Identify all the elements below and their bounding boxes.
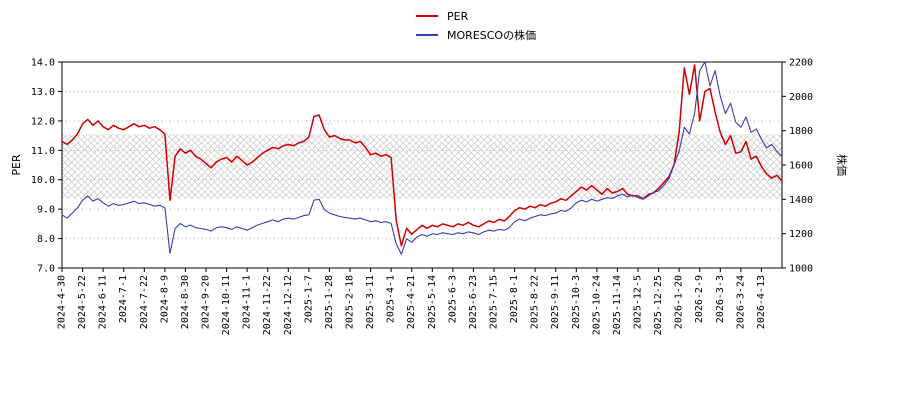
right-axis-tick-label: 2200 (789, 58, 813, 69)
per-line (61, 64, 783, 247)
plot-border (61, 61, 783, 269)
right-axis-tick-label: 1800 (789, 126, 813, 137)
left-axis-tick-label: 8.0 (37, 234, 55, 245)
x-axis-tick-label: 2025-4-1 (386, 275, 397, 323)
legend-item-stock: MORESCOの株価 (416, 28, 536, 42)
x-axis-tick-label: 2026-1-20 (674, 275, 685, 329)
right-axis-tick-label: 1000 (789, 264, 813, 275)
x-axis-tick-label: 2024-7-1 (118, 275, 129, 323)
left-axis-tick-label: 12.0 (31, 116, 55, 127)
x-axis-tick-label: 2025-7-15 (489, 275, 500, 329)
right-axis-tick-label: 1200 (789, 229, 813, 240)
x-axis-tick-label: 2025-11-14 (612, 275, 623, 335)
x-axis-tick-label: 2025-3-11 (365, 275, 376, 329)
x-axis-tick-label: 2025-2-18 (345, 275, 356, 329)
legend-label-per: PER (447, 9, 469, 23)
x-axis-tick-label: 2025-1-28 (324, 275, 335, 329)
x-axis-tick-label: 2026-3-24 (735, 275, 746, 329)
x-axis-tick-label: 2024-9-20 (201, 275, 212, 329)
left-axis-tick-label: 11.0 (31, 146, 55, 157)
x-axis-tick-label: 2025-6-23 (468, 275, 479, 329)
x-axis-tick-label: 2024-8-30 (180, 275, 191, 329)
x-axis-tick-label: 2026-3-3 (715, 275, 726, 323)
x-axis-tick-label: 2024-7-22 (139, 275, 150, 329)
left-axis-tick-label: 13.0 (31, 87, 55, 98)
legend-item-per: PER (416, 9, 536, 23)
x-axis-tick-label: 2025-8-22 (530, 275, 541, 329)
left-axis-tick-label: 10.0 (31, 175, 55, 186)
left-axis-tick-label: 7.0 (37, 264, 55, 275)
x-axis-tick-label: 2024-11-22 (262, 275, 273, 335)
x-axis-tick-label: 2025-5-14 (427, 275, 438, 329)
x-axis-tick-label: 2025-12-5 (633, 275, 644, 329)
right-axis-title: 株価 (835, 154, 849, 176)
x-axis-tick-label: 2024-12-12 (283, 275, 294, 335)
x-axis-tick-label: 2024-8-9 (159, 275, 170, 323)
stock-price-line (61, 61, 783, 255)
x-axis-tick-label: 2024-5-22 (77, 275, 88, 329)
x-axis-tick-label: 2025-6-3 (447, 275, 458, 323)
right-axis-tick-label: 1600 (789, 161, 813, 172)
left-axis-tick-label: 9.0 (37, 205, 55, 216)
x-axis-tick-label: 2024-6-11 (98, 275, 109, 329)
right-axis-tick-label: 1400 (789, 195, 813, 206)
right-axis-tick-label: 2000 (789, 92, 813, 103)
x-axis-tick-label: 2025-10-3 (571, 275, 582, 329)
x-axis-tick-label: 2024-10-11 (221, 275, 232, 335)
x-axis-tick-label: 2025-1-7 (303, 275, 314, 323)
legend-line-per-icon (416, 15, 438, 17)
legend-label-stock: MORESCOの株価 (447, 29, 537, 42)
x-axis-tick-label: 2025-12-25 (653, 275, 664, 335)
chart-legend: PER MORESCOの株価 (416, 9, 536, 42)
x-axis-tick-label: 2025-9-11 (550, 275, 561, 329)
x-axis-tick-label: 2024-4-30 (57, 275, 68, 329)
x-axis-tick-label: 2024-11-1 (242, 275, 253, 329)
x-axis-tick-label: 2025-8-1 (509, 275, 520, 323)
x-axis-tick-label: 2025-4-21 (406, 275, 417, 329)
legend-line-stock-icon (416, 34, 438, 36)
x-axis-tick-label: 2025-10-24 (591, 275, 602, 335)
left-axis-title: PER (10, 154, 23, 176)
left-axis-tick-label: 14.0 (31, 58, 55, 69)
x-axis-tick-label: 2026-4-13 (756, 275, 767, 329)
x-axis-tick-label: 2026-2-9 (694, 275, 705, 323)
